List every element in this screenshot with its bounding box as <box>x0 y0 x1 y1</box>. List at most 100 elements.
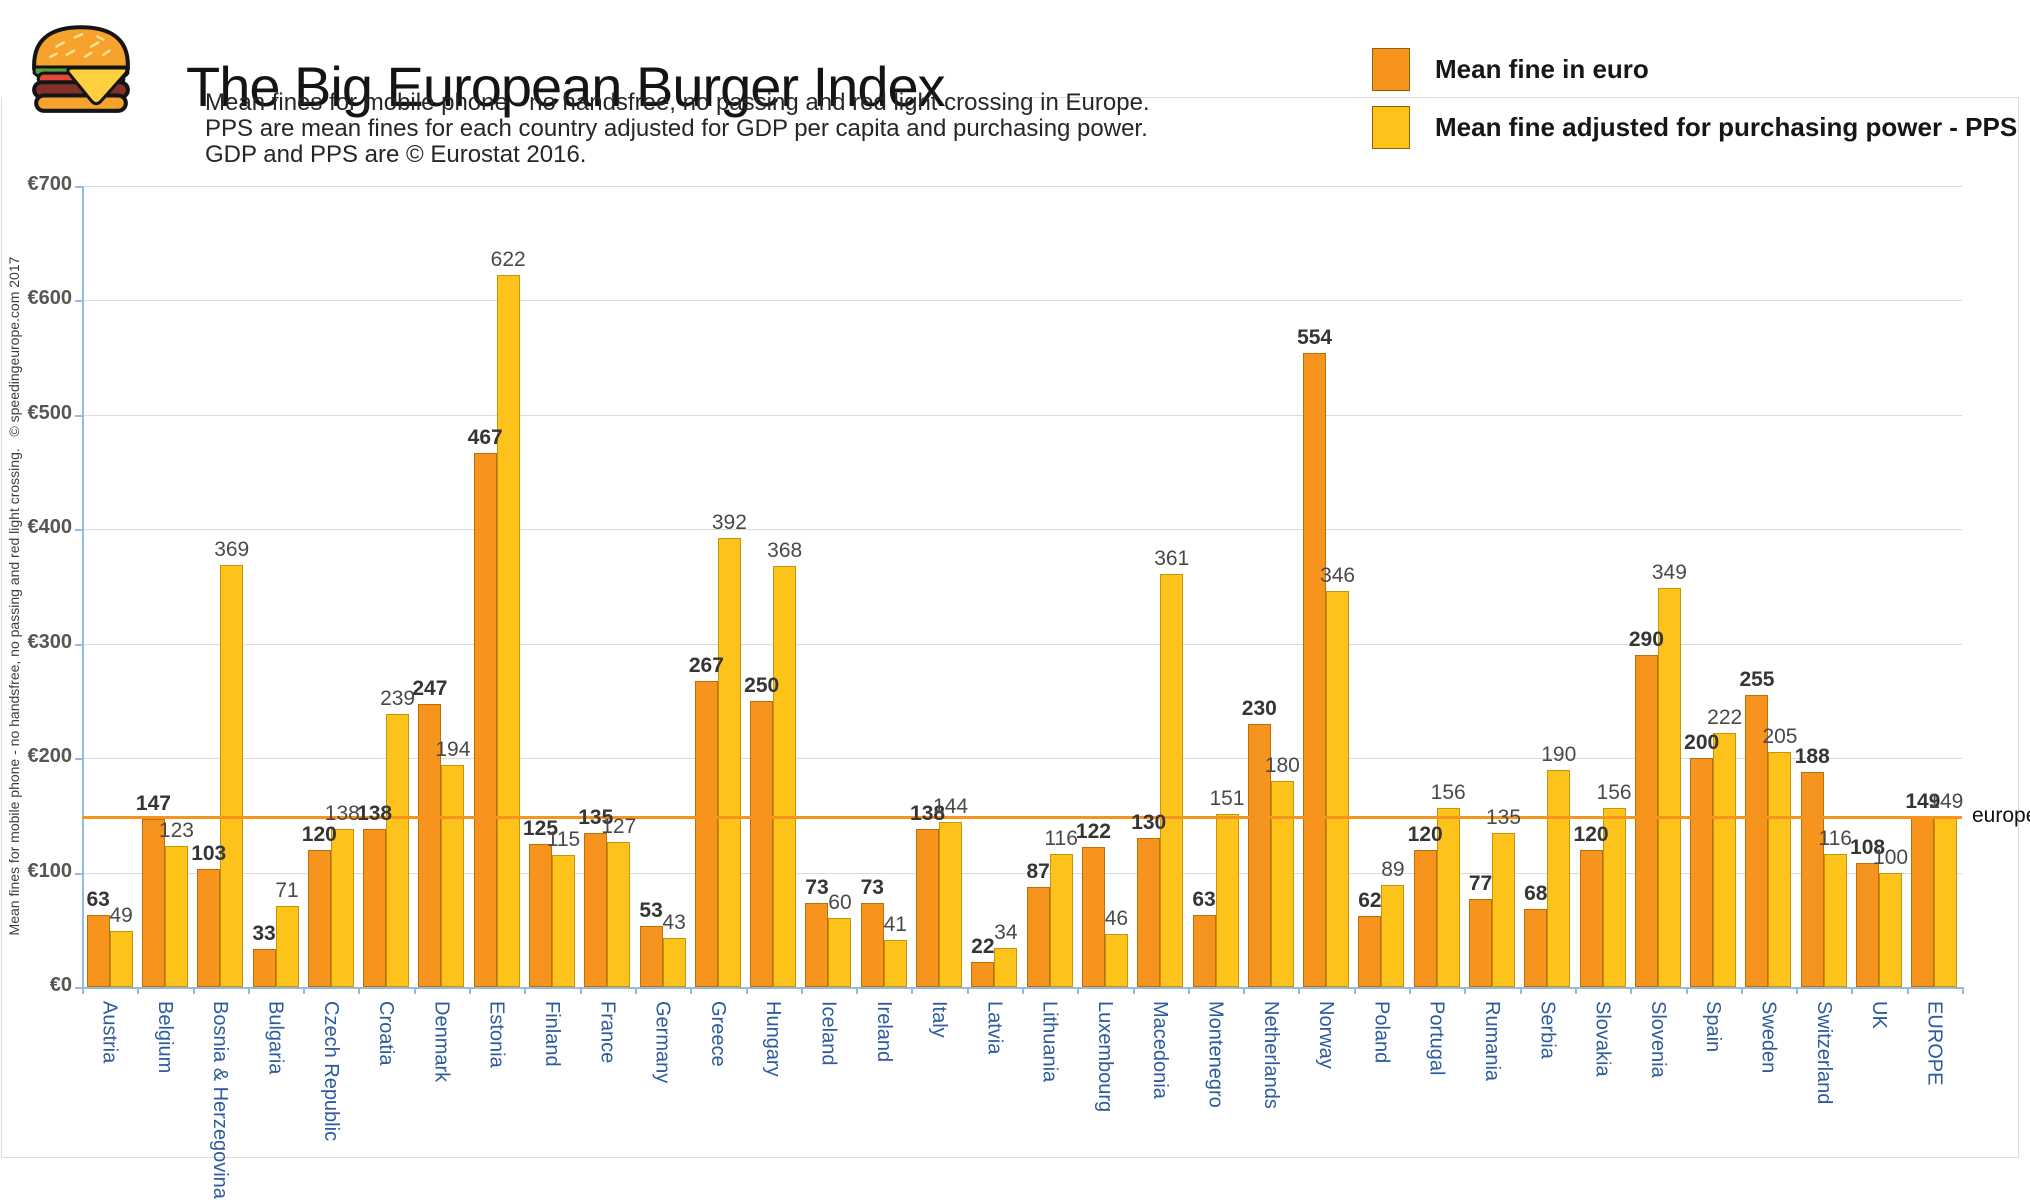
x-axis-tick <box>1574 987 1577 994</box>
gridline <box>82 872 1962 874</box>
x-axis-tick <box>800 987 803 994</box>
x-axis-label: Spain <box>1686 1001 1741 1052</box>
value-label-pps: 100 <box>1873 845 1909 869</box>
bar-mean-fine-euro <box>473 452 497 987</box>
x-axis-label: Ireland <box>856 1001 911 1062</box>
value-label-euro: 554 <box>1297 326 1333 350</box>
y-axis-label: €500 <box>27 401 73 424</box>
bar-mean-fine-pps <box>552 855 575 987</box>
x-axis-tick <box>1187 987 1190 994</box>
bar-mean-fine-euro <box>252 949 276 987</box>
bar-mean-fine-pps <box>1270 781 1294 987</box>
page-subtitle: Mean fines for mobile phone - no handsfr… <box>205 90 1150 168</box>
bar-mean-fine-euro <box>1192 914 1216 987</box>
x-axis-label: Denmark <box>414 1001 469 1082</box>
bar-mean-fine-euro <box>1690 758 1714 987</box>
value-label-euro: 33 <box>252 922 276 946</box>
value-label-pps: 41 <box>883 913 907 937</box>
value-label-euro: 267 <box>688 654 724 678</box>
country-label: Switzerland <box>1812 1001 1835 1105</box>
value-label-euro: 63 <box>1192 887 1216 911</box>
x-axis-tick <box>247 987 250 994</box>
value-label-pps: 205 <box>1762 725 1798 749</box>
value-label-pps: 49 <box>109 903 133 927</box>
bar-mean-fine-pps <box>275 905 299 987</box>
country-label: Rumania <box>1480 1001 1503 1082</box>
gridline <box>82 643 1962 645</box>
bar-mean-fine-pps <box>828 918 852 987</box>
bar-mean-fine-pps <box>607 841 631 987</box>
x-axis-label: Iceland <box>801 1001 856 1066</box>
bar-mean-fine-pps <box>1215 814 1239 987</box>
x-axis-label: Finland <box>524 1001 579 1067</box>
y-axis-tick <box>75 529 82 532</box>
value-label-pps: 349 <box>1651 560 1687 584</box>
bar-mean-fine-euro <box>1247 723 1271 987</box>
x-axis-tick <box>1353 987 1356 994</box>
value-label-pps: 71 <box>275 878 299 902</box>
country-label: Sweden <box>1757 1001 1780 1074</box>
country-label: Serbia <box>1536 1001 1559 1059</box>
value-label-euro: 138 <box>357 802 393 826</box>
y-axis-label: €200 <box>27 745 73 768</box>
x-axis-tick <box>1796 987 1799 994</box>
value-label-pps: 156 <box>1596 781 1632 805</box>
x-axis-label: Bulgaria <box>248 1001 303 1074</box>
x-axis-label: Macedonia <box>1133 1001 1188 1099</box>
bar-mean-fine-euro <box>1911 816 1935 987</box>
bar-mean-fine-euro <box>1081 847 1105 987</box>
x-axis-label: Slovenia <box>1630 1001 1685 1078</box>
country-label: Greece <box>706 1001 729 1067</box>
value-label-euro: 120 <box>1407 822 1443 846</box>
bar-mean-fine-euro <box>197 869 221 987</box>
value-label-euro: 73 <box>860 876 884 900</box>
y-axis-label: €400 <box>27 516 73 539</box>
country-label: Finland <box>540 1001 563 1067</box>
bar-mean-fine-pps <box>662 937 686 987</box>
bar-mean-fine-pps <box>330 829 354 987</box>
country-label: Denmark <box>430 1001 453 1083</box>
country-label: Italy <box>928 1001 951 1038</box>
bar-mean-fine-pps <box>1436 808 1460 987</box>
x-axis-label: France <box>580 1001 635 1063</box>
x-axis-label: Croatia <box>358 1001 413 1065</box>
x-axis-label: Bosnia & Herzegovina <box>193 1001 248 1199</box>
x-axis-label: Rumania <box>1464 1001 1519 1081</box>
y-axis-tick <box>75 872 82 875</box>
value-label-pps: 392 <box>711 511 747 535</box>
bar-mean-fine-euro <box>1358 916 1382 987</box>
country-label: Macedonia <box>1149 1001 1172 1099</box>
page-title: The Big European Burger Index <box>186 54 946 118</box>
y-axis-label: €700 <box>27 173 73 195</box>
bar-mean-fine-pps <box>1934 816 1958 987</box>
value-label-pps: 127 <box>601 814 637 838</box>
chart-legend: Mean fine in euro Mean fine adjusted for… <box>1372 48 2017 164</box>
x-axis-tick <box>1464 987 1467 994</box>
bar-mean-fine-pps <box>1879 872 1903 987</box>
bar-mean-fine-euro <box>1524 909 1548 987</box>
country-label: Iceland <box>817 1001 840 1066</box>
bar-mean-fine-pps <box>1160 573 1184 987</box>
gridline <box>82 300 1962 302</box>
bar-mean-fine-euro <box>1303 353 1327 987</box>
y-axis-tick <box>75 987 82 989</box>
value-label-pps: 138 <box>324 802 360 826</box>
country-label: Bulgaria <box>264 1001 287 1075</box>
bar-mean-fine-pps <box>220 564 244 987</box>
value-label-euro: 108 <box>1850 836 1886 860</box>
frame-border-bottom <box>1 1157 2019 1158</box>
x-axis-tick <box>1022 987 1024 994</box>
value-label-euro: 53 <box>639 899 663 923</box>
bar-mean-fine-pps <box>994 948 1018 987</box>
y-axis-label: €0 <box>49 974 72 996</box>
x-axis-label: Portugal <box>1409 1001 1464 1076</box>
x-axis-label: Belgium <box>137 1001 192 1073</box>
gridline <box>82 186 1962 187</box>
bar-mean-fine-pps <box>441 765 465 987</box>
bar-mean-fine-pps <box>1768 752 1792 987</box>
bar-mean-fine-pps <box>717 538 741 987</box>
bar-mean-fine-euro <box>694 681 718 987</box>
value-label-pps: 239 <box>380 686 416 710</box>
x-axis-label: Estonia <box>469 1001 524 1068</box>
